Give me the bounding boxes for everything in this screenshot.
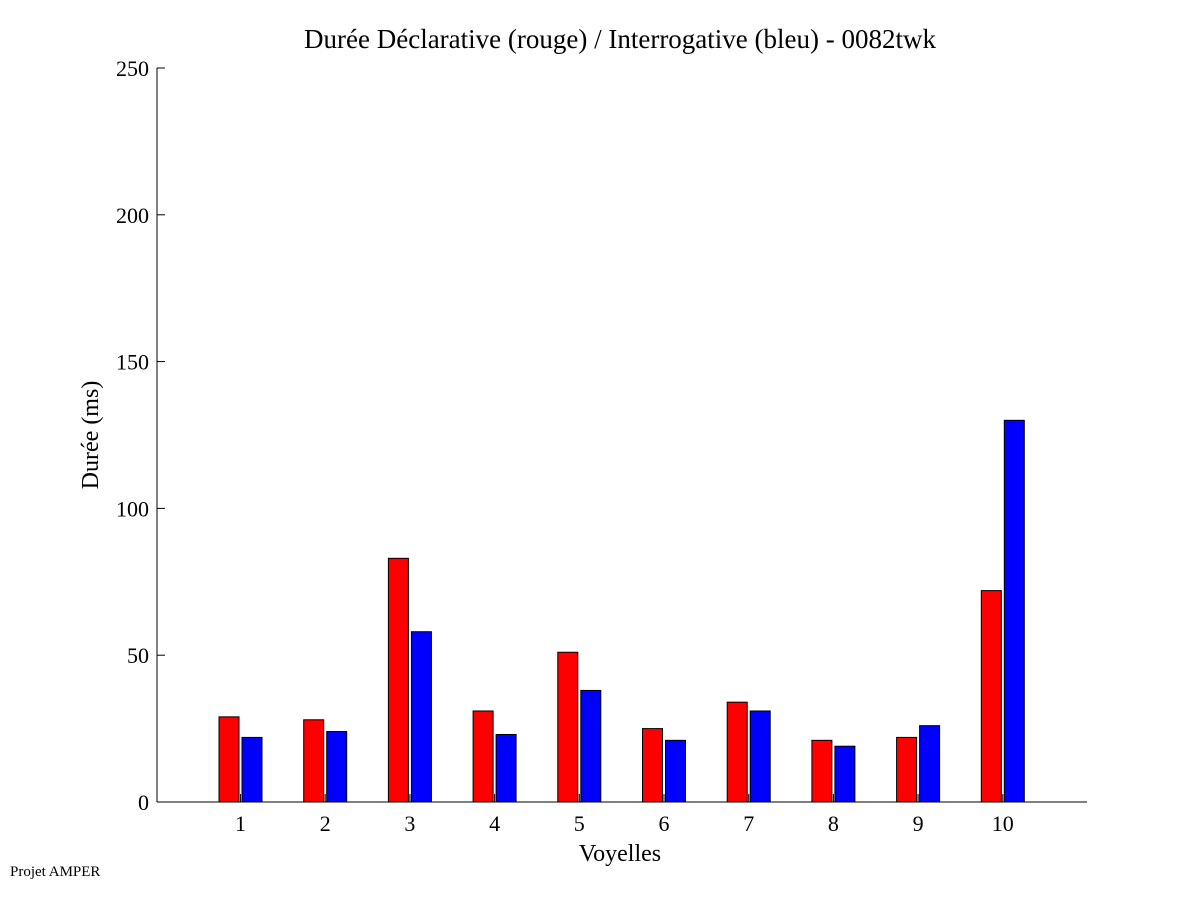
declarative-bar <box>557 651 579 803</box>
x-tick-label: 9 <box>913 811 924 836</box>
declarative-bar <box>726 701 748 803</box>
declarative-bar <box>642 728 663 803</box>
y-tick-label: 100 <box>116 496 149 521</box>
declarative-bar <box>896 736 918 803</box>
interrogative-bar <box>326 731 348 803</box>
interrogative-bar <box>834 745 856 803</box>
x-axis-label: Voyelles <box>579 841 661 867</box>
x-tick-label: 2 <box>320 811 331 836</box>
y-tick-label: 250 <box>116 56 149 81</box>
y-tick-label: 150 <box>116 350 149 375</box>
declarative-bar <box>811 739 833 803</box>
x-tick-label: 6 <box>659 811 670 836</box>
interrogative-bar <box>495 733 517 803</box>
x-tick-label: 3 <box>404 811 415 836</box>
x-axis: 1 2 3 4 5 6 7 8 9 10 <box>157 794 1087 836</box>
y-axis: 0 50 100 150 200 250 <box>116 56 165 815</box>
bars-group <box>218 419 1025 803</box>
interrogative-bar <box>1003 419 1025 803</box>
x-tick-label: 4 <box>489 811 500 836</box>
x-tick-label: 5 <box>574 811 585 836</box>
x-tick-label: 10 <box>992 811 1014 836</box>
interrogative-bar <box>580 689 602 803</box>
x-tick-label: 8 <box>828 811 839 836</box>
interrogative-bar <box>919 725 941 803</box>
declarative-bar <box>980 590 1002 803</box>
y-axis-label: Durée (ms) <box>78 381 104 490</box>
footer-credit: Projet AMPER <box>10 864 101 880</box>
interrogative-bar <box>665 739 686 803</box>
interrogative-bar <box>241 736 263 803</box>
x-tick-label: 1 <box>235 811 246 836</box>
declarative-bar <box>472 710 494 803</box>
declarative-bar <box>387 557 409 803</box>
x-tick-label: 7 <box>743 811 754 836</box>
declarative-bar <box>218 716 240 803</box>
chart-title: Durée Déclarative (rouge) / Interrogativ… <box>304 24 936 54</box>
y-tick-label: 50 <box>127 643 149 668</box>
interrogative-bar <box>410 631 432 803</box>
declarative-bar <box>303 719 325 803</box>
interrogative-bar <box>749 710 771 803</box>
y-tick-label: 0 <box>138 790 149 815</box>
y-tick-label: 200 <box>116 203 149 228</box>
